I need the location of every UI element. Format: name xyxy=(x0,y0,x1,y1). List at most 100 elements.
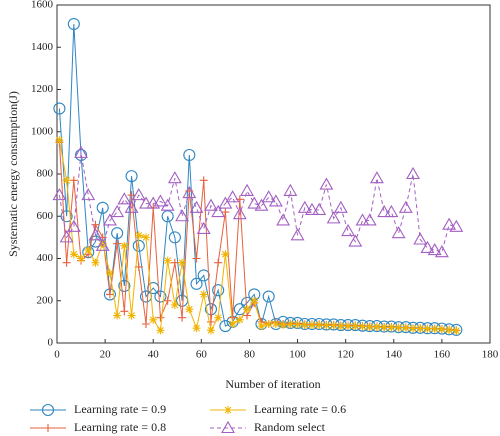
marker xyxy=(358,322,367,331)
marker xyxy=(336,322,345,331)
y-axis-label: Systematic energy consumption(J) xyxy=(6,91,20,257)
marker xyxy=(178,258,187,267)
legend-item: Learning rate = 0.8 xyxy=(30,420,166,434)
marker xyxy=(449,219,464,232)
marker xyxy=(168,231,181,244)
marker xyxy=(189,200,204,213)
marker xyxy=(183,148,196,162)
marker xyxy=(257,322,266,331)
marker xyxy=(74,145,89,158)
marker xyxy=(333,200,348,213)
marker xyxy=(142,319,151,328)
marker xyxy=(221,420,235,434)
legend-item: Learning rate = 0.9 xyxy=(30,402,166,417)
marker xyxy=(77,254,86,263)
marker xyxy=(199,290,208,299)
marker xyxy=(221,250,230,259)
marker xyxy=(102,213,117,226)
marker xyxy=(254,198,269,211)
marker xyxy=(384,204,399,218)
y-tick-label: 1000 xyxy=(31,125,54,137)
marker xyxy=(163,256,172,265)
marker xyxy=(212,284,225,297)
marker xyxy=(264,319,273,328)
marker xyxy=(192,324,201,333)
marker xyxy=(434,245,449,258)
marker xyxy=(276,213,291,226)
marker xyxy=(59,230,74,243)
marker xyxy=(156,326,165,335)
marker xyxy=(52,188,67,201)
marker xyxy=(372,322,381,331)
marker xyxy=(319,177,334,190)
marker xyxy=(117,192,132,205)
marker xyxy=(221,208,230,217)
marker xyxy=(214,258,223,267)
marker xyxy=(196,221,211,234)
x-tick-label: 40 xyxy=(148,349,160,361)
marker xyxy=(409,324,418,333)
marker xyxy=(134,231,143,240)
marker xyxy=(268,194,283,207)
marker xyxy=(232,207,247,220)
marker xyxy=(111,227,124,240)
marker xyxy=(427,242,442,256)
x-axis-label: Number of iteration xyxy=(225,377,320,391)
marker xyxy=(113,239,122,248)
marker xyxy=(170,258,179,267)
x-tick-label: 160 xyxy=(434,349,451,361)
marker xyxy=(91,220,100,229)
marker xyxy=(124,200,139,213)
marker xyxy=(142,233,151,242)
marker xyxy=(175,209,190,222)
marker xyxy=(96,201,109,214)
marker xyxy=(190,277,203,290)
marker xyxy=(315,321,324,330)
marker xyxy=(197,269,210,282)
marker xyxy=(67,17,80,31)
marker xyxy=(206,326,215,335)
marker xyxy=(240,183,254,196)
marker xyxy=(406,166,420,180)
marker xyxy=(286,320,295,329)
marker xyxy=(365,322,374,331)
marker xyxy=(53,102,66,115)
marker xyxy=(154,290,167,303)
marker xyxy=(84,246,93,255)
marker xyxy=(398,200,413,213)
marker xyxy=(369,171,384,184)
marker xyxy=(60,210,73,223)
marker xyxy=(362,213,377,226)
marker xyxy=(355,213,370,226)
marker xyxy=(118,279,131,293)
marker xyxy=(452,326,461,335)
marker xyxy=(305,202,319,215)
marker xyxy=(279,321,288,330)
marker xyxy=(235,315,244,324)
marker xyxy=(442,217,457,230)
marker xyxy=(437,325,446,334)
marker xyxy=(62,258,71,267)
y-tick-label: 400 xyxy=(37,252,54,264)
marker xyxy=(297,200,312,213)
marker xyxy=(271,319,280,328)
marker xyxy=(224,406,232,414)
marker xyxy=(225,190,240,203)
marker xyxy=(300,321,309,330)
marker xyxy=(75,148,88,162)
marker xyxy=(156,313,165,322)
marker xyxy=(413,232,428,245)
marker xyxy=(127,191,136,200)
marker xyxy=(214,313,223,322)
marker xyxy=(377,204,392,218)
y-tick-label: 200 xyxy=(37,294,54,306)
marker xyxy=(326,211,341,224)
series-line xyxy=(58,140,457,332)
marker xyxy=(105,269,114,278)
x-tick-label: 180 xyxy=(482,349,499,361)
marker xyxy=(228,319,237,328)
marker xyxy=(218,196,233,209)
marker xyxy=(247,196,262,209)
legend-label: Random select xyxy=(254,420,326,434)
